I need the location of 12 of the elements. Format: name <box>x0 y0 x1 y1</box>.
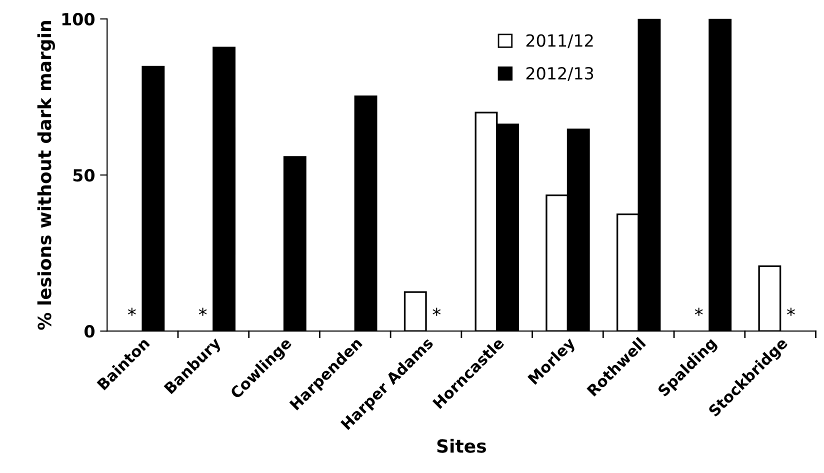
annotation: * <box>128 308 136 316</box>
y-tick-label: 50 <box>73 168 95 182</box>
legend-label: 2012/13 <box>526 67 594 81</box>
annotation: * <box>432 308 441 316</box>
y-axis-title: % lesions without dark margin <box>37 21 55 330</box>
x-axis-title: Sites <box>437 438 486 453</box>
legend-label: 2011/12 <box>526 34 593 48</box>
annotation: * <box>694 308 703 316</box>
y-tick-label: 100 <box>62 12 95 26</box>
annotation: * <box>786 308 795 316</box>
annotation: * <box>198 308 207 316</box>
y-tick-label: 0 <box>84 325 95 338</box>
